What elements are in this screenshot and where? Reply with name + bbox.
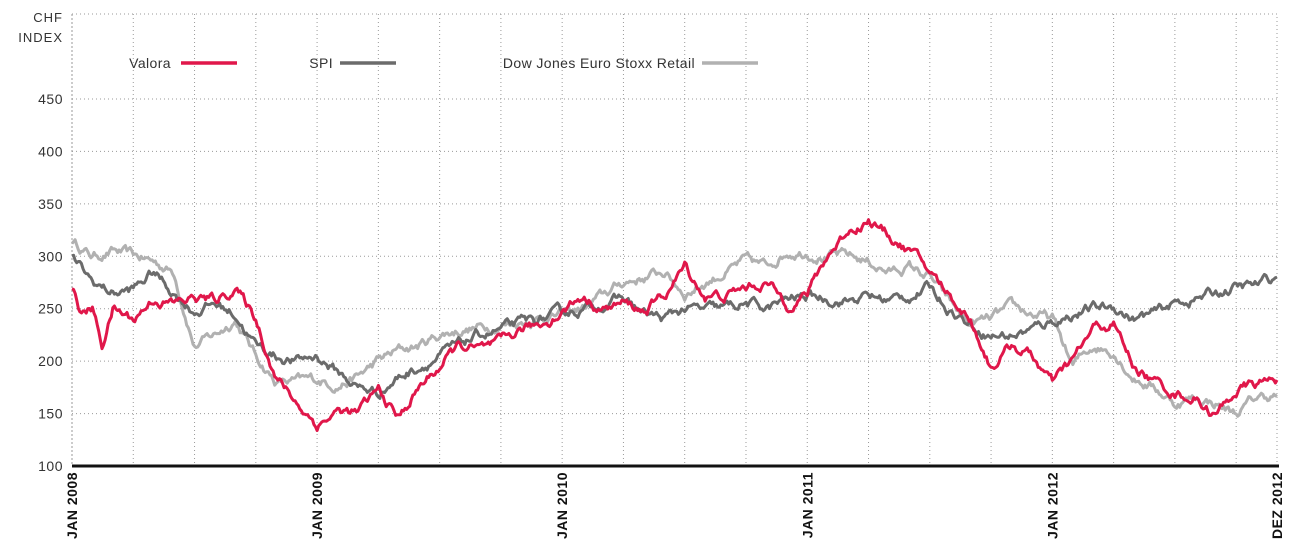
y-unit-line-1: CHF	[33, 10, 63, 25]
legend-label: Dow Jones Euro Stoxx Retail	[503, 55, 695, 71]
x-tick-label: JAN 2012	[1044, 472, 1060, 539]
legend-label: Valora	[129, 55, 171, 71]
series-line-valora	[71, 218, 1279, 432]
y-unit-line-2: INDEX	[18, 30, 63, 45]
legend-label: SPI	[309, 55, 333, 71]
series-line-dow-jones-euro-stoxx-retail	[70, 238, 1278, 418]
y-tick-label: 200	[38, 353, 63, 369]
series-line-spi	[71, 253, 1278, 400]
x-tick-label: DEZ 2012	[1269, 472, 1285, 539]
y-tick-label: 400	[38, 143, 63, 159]
y-tick-label: 100	[38, 458, 63, 474]
grid	[71, 13, 1278, 467]
x-tick-label: JAN 2010	[554, 472, 570, 539]
x-axis: JAN 2008 JAN 2009 JAN 2010 JAN 2011 JAN 2012…	[64, 464, 1285, 539]
plot-frame	[71, 13, 1278, 467]
y-tick-label: 450	[38, 91, 63, 107]
y-tick-label: 250	[38, 301, 63, 317]
y-axis: CHF INDEX 100 150 200 250 300 350 400 450	[18, 10, 63, 474]
legend: Valora SPI Dow Jones Euro Stoxx Retail	[129, 55, 758, 71]
series-lines	[70, 218, 1279, 432]
x-tick-label: JAN 2008	[64, 472, 80, 539]
x-tick-label: JAN 2011	[799, 472, 815, 538]
x-tick-label: JAN 2009	[309, 472, 325, 539]
y-tick-label: 300	[38, 248, 63, 264]
y-tick-label: 350	[38, 196, 63, 212]
y-tick-label: 150	[38, 406, 63, 422]
